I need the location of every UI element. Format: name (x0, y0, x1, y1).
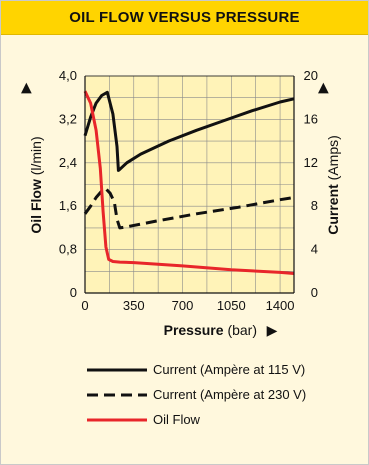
y-left-tick-label: 3,2 (59, 111, 77, 126)
x-tick-label: 0 (81, 298, 88, 313)
y-axis-right-label-bold: Current (325, 184, 341, 235)
x-tick-label: 700 (172, 298, 194, 313)
x-tick-label: 350 (123, 298, 145, 313)
y-axis-left-label-unit: (l/min) (28, 136, 44, 175)
y-axis-left-label: Oil Flow (l/min) (28, 136, 44, 233)
y-axis-left-arrow-icon: ▶ (17, 82, 33, 93)
y-left-tick-label: 1,6 (59, 198, 77, 213)
x-axis-label: Pressure (bar) (164, 322, 257, 338)
x-tick-label: 1400 (266, 298, 295, 313)
y-left-tick-label: 4,0 (59, 68, 77, 83)
chart-title: OIL FLOW VERSUS PRESSURE (1, 1, 368, 35)
legend-item-current-115: Current (Ampère at 115 V) (87, 362, 305, 377)
legend-swatch-dashed-black (87, 392, 147, 398)
chart-plot: 0 0,8 1,6 2,4 3,2 4,0 0 4 8 12 16 20 0 350 700 1050 1400… (1, 35, 368, 341)
y-right-tick-label: 8 (311, 198, 318, 213)
y-left-tick-label: 0 (70, 285, 77, 300)
y-right-tick-label: 0 (311, 285, 318, 300)
y-axis-right-arrow-icon: ▶ (314, 82, 330, 93)
legend-label: Current (Ampère at 230 V) (153, 387, 306, 402)
y-right-tick-label: 4 (311, 242, 318, 257)
legend-label: Current (Ampère at 115 V) (153, 362, 305, 377)
legend-item-oil-flow: Oil Flow (87, 412, 200, 427)
x-axis-label-unit: (bar) (227, 322, 257, 338)
y-axis-right-label: Current (Amps) (325, 135, 341, 235)
y-right-tick-label: 20 (304, 68, 318, 83)
x-axis-arrow-icon: ▶ (267, 322, 278, 338)
legend-swatch-solid-black (87, 367, 147, 373)
y-right-tick-label: 12 (304, 155, 318, 170)
legend-swatch-red (87, 417, 147, 423)
y-right-tick-label: 16 (304, 111, 318, 126)
y-axis-left-label-bold: Oil Flow (28, 179, 44, 234)
y-left-tick-label: 2,4 (59, 155, 77, 170)
legend-item-current-230: Current (Ampère at 230 V) (87, 387, 306, 402)
y-left-tick-label: 0,8 (59, 242, 77, 257)
legend-label: Oil Flow (153, 412, 200, 427)
x-axis-label-bold: Pressure (164, 322, 224, 338)
y-axis-right-label-unit: (Amps) (325, 135, 341, 180)
x-tick-label: 1050 (217, 298, 246, 313)
